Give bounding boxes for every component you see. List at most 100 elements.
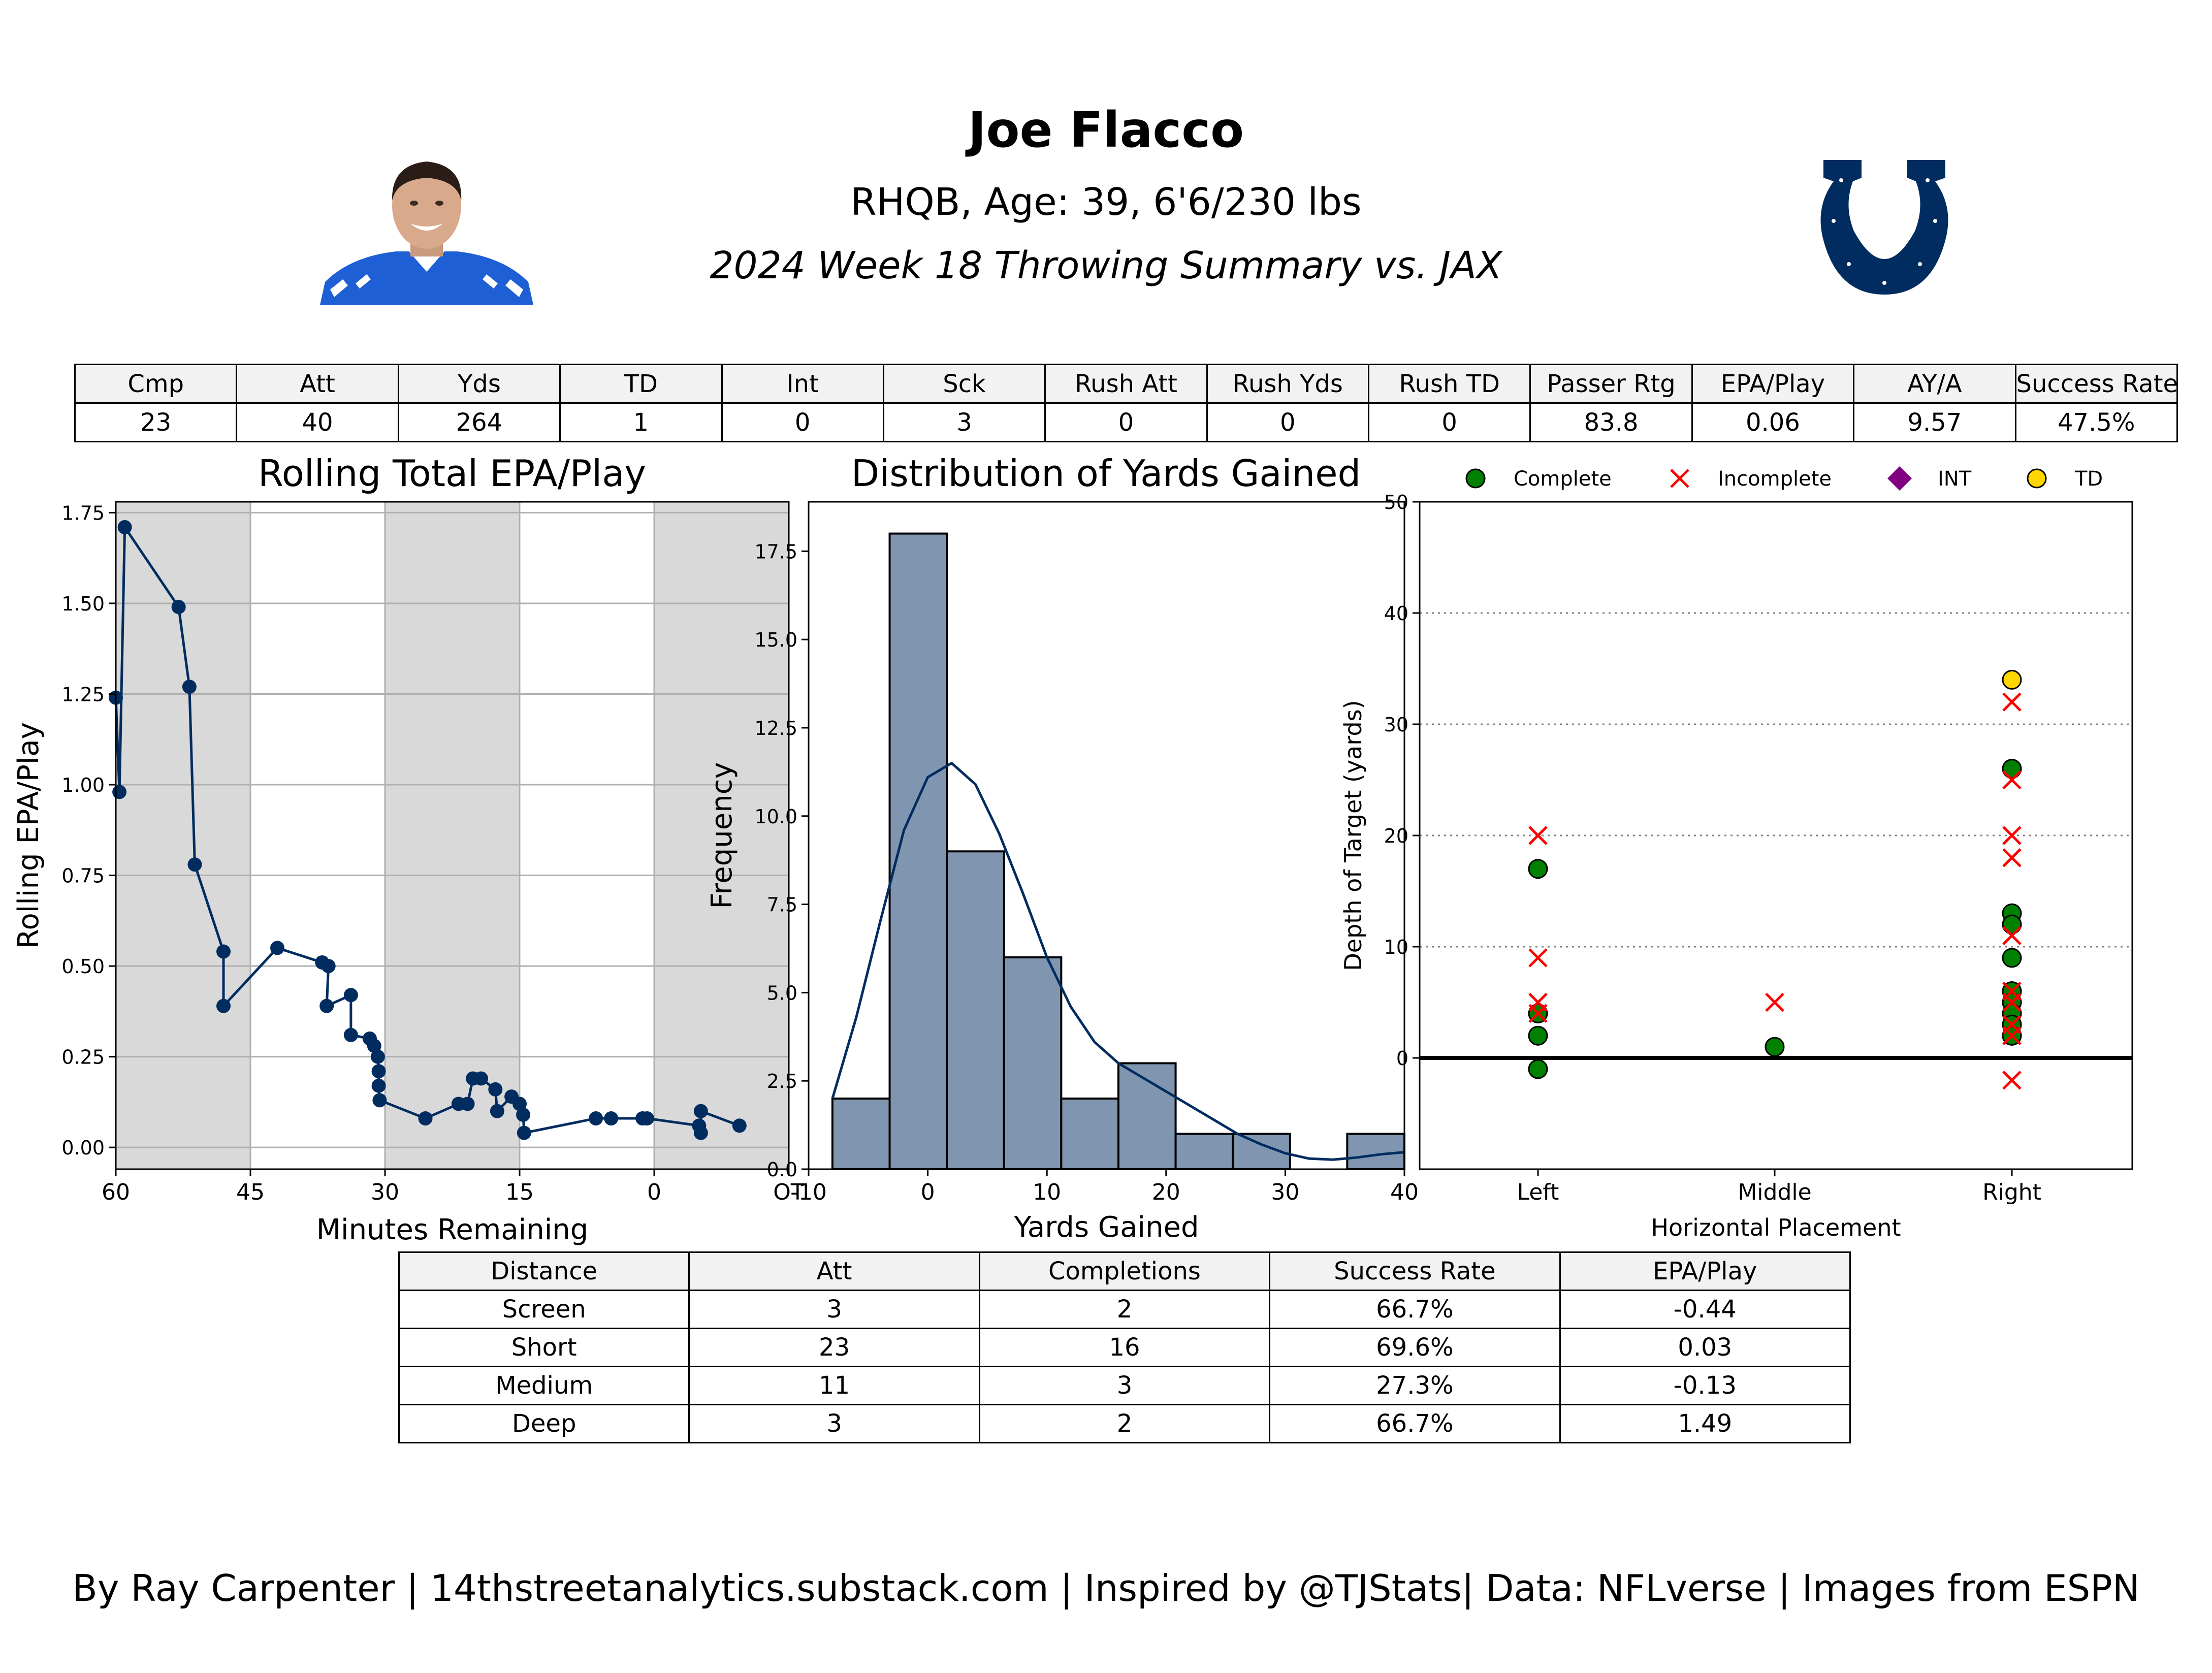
stats-header-row: Cmp Att Yds TD Int Sck Rush Att Rush Yds Rush TD… [74,364,2178,404]
legend-marker-int [1887,466,1912,491]
epa-point [589,1111,603,1126]
legend-label: Complete [1514,467,1612,491]
histogram-plot-frame [808,501,1405,1170]
epa-x-tick-label: OT [773,1179,805,1205]
game-summary-title: 2024 Week 18 Throwing Summary vs. JAX [710,244,1502,287]
histogram-bar [1003,956,1063,1171]
placement-x-tick-label: Middle [1738,1179,1811,1205]
player-bio: RHQB, Age: 39, 6'6/230 lbs [850,180,1362,224]
histogram-y-tick-label: 15.0 [754,629,797,651]
histogram-y-tick-label: 7.5 [767,894,797,916]
distance-cell: 16 [978,1328,1271,1367]
epa-point [604,1111,619,1126]
epa-point [371,1064,386,1079]
histogram-y-tick-label: 2.5 [767,1070,797,1092]
epa-x-axis-label: Minutes Remaining [316,1213,589,1246]
epa-point [216,944,231,959]
placement-point-incomplete [2002,692,2022,712]
stats-value-row: 23 40 264 1 0 3 0 0 0 83.8 0.06 9.57 47.5% [74,402,2178,442]
epa-point [512,1097,527,1111]
epa-plot-frame [115,501,790,1170]
distance-cell: 1.49 [1559,1404,1851,1443]
placement-plot-frame [1419,501,2133,1170]
legend-marker-complete [1465,468,1486,489]
distance-cell: 66.7% [1269,1290,1561,1329]
epa-point [187,857,202,872]
distance-header-cell: Distance [398,1251,690,1291]
stats-header-cell: Yds [397,364,561,404]
epa-point [693,1125,708,1140]
epa-shaded-span [116,502,250,1169]
epa-y-tick-label: 0.00 [61,1137,105,1159]
histogram-y-tick-label: 0.0 [767,1159,797,1181]
epa-x-tick-label: 45 [236,1179,265,1205]
placement-y-tick-label: 10 [1384,936,1408,958]
histogram-y-tick-label: 17.5 [754,540,797,563]
placement-point-complete [1528,1025,1548,1046]
team-logo-horseshoe [1820,160,1948,295]
distance-cell: 69.6% [1269,1328,1561,1367]
epa-chart-title: Rolling Total EPA/Play [258,452,647,495]
legend-marker-td [2027,468,2047,489]
placement-point-complete [2002,914,2022,935]
placement-point-td [2002,669,2022,690]
histogram-y-tick-label: 10.0 [754,806,797,828]
credits-footer: By Ray Carpenter | 14thstreetanalytics.s… [72,1567,2140,1610]
epa-point [367,1039,381,1053]
stats-value-cell: 1 [559,402,723,442]
epa-shaded-span [385,502,520,1169]
epa-point [517,1125,531,1140]
epa-point [343,1027,358,1042]
stats-header-cell: Success Rate [2014,364,2178,404]
epa-point [488,1082,503,1097]
distance-cell: 3 [978,1366,1271,1405]
epa-point [418,1111,433,1126]
distance-cell: Deep [398,1404,690,1443]
distance-cell: 11 [688,1366,980,1405]
epa-point [321,959,336,974]
legend-label: Incomplete [1718,467,1832,491]
legend-label: INT [1938,467,1972,491]
epa-shaded-span [654,502,789,1169]
stats-value-cell: 9.57 [1853,402,2016,442]
histogram-y-tick-label: 5.0 [767,982,797,1004]
stats-value-cell: 0 [1206,402,1370,442]
histogram-title: Distribution of Yards Gained [851,452,1361,495]
histogram-x-axis-label: Yards Gained [1013,1211,1199,1244]
histogram-x-tick-label: 40 [1390,1179,1419,1205]
distance-row: Medium 11 3 27.3% -0.13 [398,1366,1851,1405]
placement-point-incomplete [1765,992,1784,1012]
distance-cell: Medium [398,1366,690,1405]
histogram-bar [946,850,1005,1171]
epa-point [732,1118,747,1133]
epa-point [516,1107,531,1122]
placement-point-incomplete [2002,826,2022,845]
placement-point-incomplete [2002,770,2022,790]
stats-value-cell: 23 [74,402,238,442]
stats-value-cell: 264 [397,402,561,442]
player-headshot [320,162,533,305]
placement-x-tick-label: Left [1517,1179,1559,1205]
placement-point-complete [1765,1037,1785,1057]
histogram-bar [831,1097,891,1171]
distance-row: Deep 3 2 66.7% 1.49 [398,1404,1851,1443]
placement-point-incomplete [2002,992,2022,1012]
distance-cell: 3 [688,1290,980,1329]
epa-point [474,1071,489,1086]
distance-header-cell: Completions [978,1251,1271,1291]
epa-point [117,520,132,534]
placement-point-incomplete [2002,848,2022,867]
distance-cell: 27.3% [1269,1366,1561,1405]
stats-header-cell: Rush TD [1367,364,1531,404]
placement-point-incomplete [1528,826,1548,845]
stats-value-cell: 3 [882,402,1046,442]
histogram-bar [1346,1133,1406,1170]
epa-point [639,1111,654,1126]
distance-cell: 3 [688,1404,980,1443]
epa-x-tick-label: 15 [505,1179,534,1205]
placement-x-tick-label: Right [1982,1179,2041,1205]
placement-y-tick-label: 20 [1384,825,1408,847]
distance-cell: -0.44 [1559,1290,1851,1329]
histogram-x-tick-label: 30 [1271,1179,1299,1205]
stats-header-cell: Passer Rtg [1529,364,1693,404]
